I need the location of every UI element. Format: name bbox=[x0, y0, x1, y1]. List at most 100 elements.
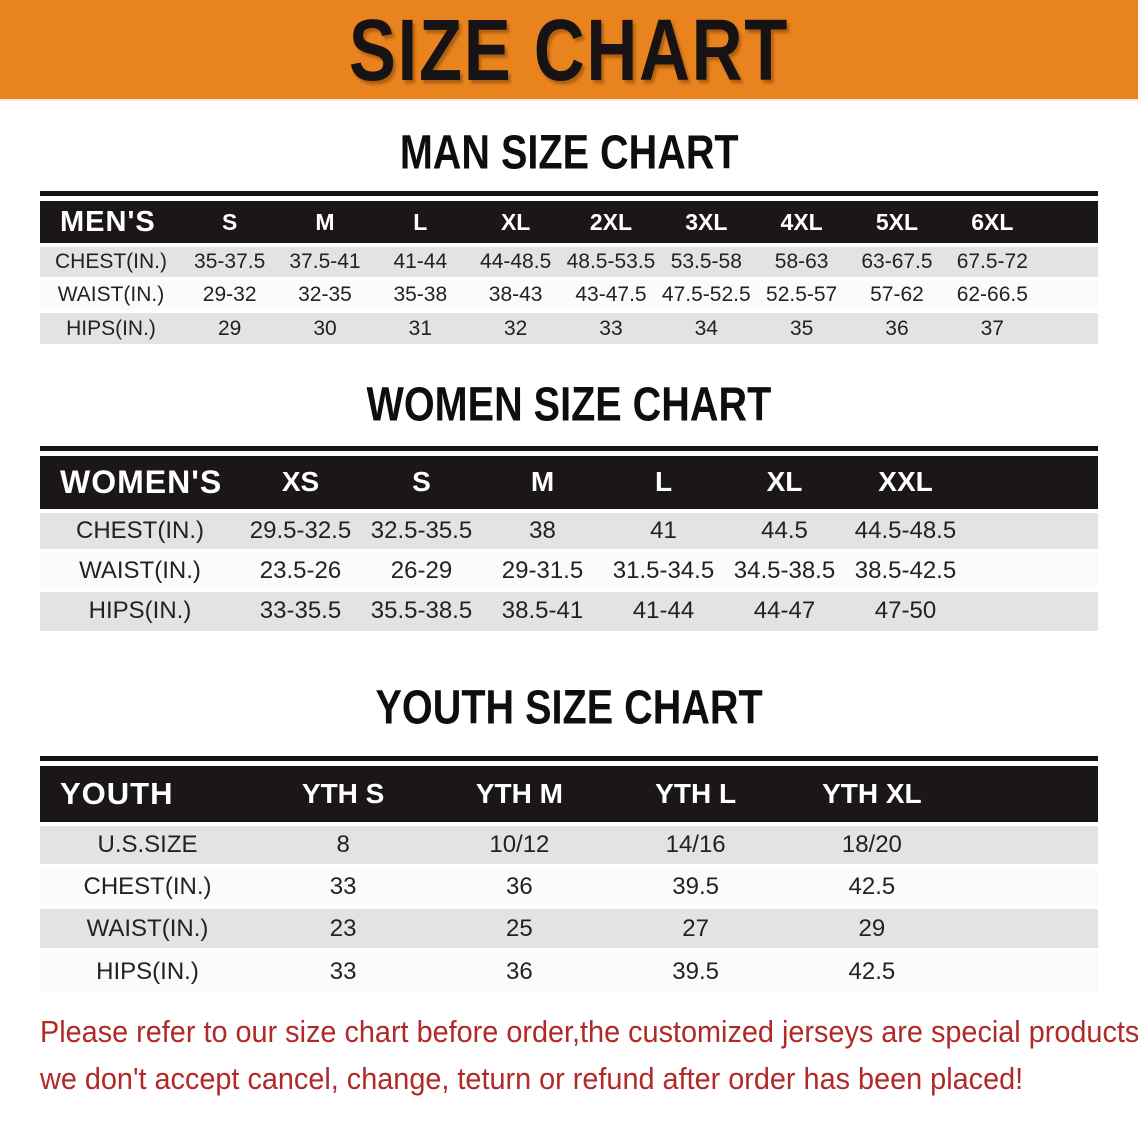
size-value-cell: 38 bbox=[529, 516, 556, 544]
size-value-cell: 18/20 bbox=[841, 831, 902, 859]
size-value-cell: 44.5-48.5 bbox=[854, 516, 957, 544]
size-value-cell: 33 bbox=[329, 957, 357, 985]
men-table-box: MEN'S S M L XL 2XL 3XL 4XL 5XL 6XL CHEST(IN.) 35-37… bbox=[40, 191, 1098, 345]
size-column-header: XL bbox=[467, 201, 564, 246]
size-value-cell: 26-29 bbox=[390, 556, 453, 584]
measurement-row: WAIST(IN.) 23.5-26 26-29 29-31.5 31.5-34.5 34… bbox=[40, 550, 1098, 591]
size-value-cell: 44-48.5 bbox=[480, 250, 552, 274]
row-label: HIPS(IN.) bbox=[66, 316, 156, 340]
size-value-cell: 35.5-38.5 bbox=[370, 597, 473, 625]
spacer-cell bbox=[966, 591, 1098, 631]
size-column-header: YTH M bbox=[431, 765, 608, 824]
size-value-cell: 38.5-42.5 bbox=[854, 556, 957, 584]
spacer-cell bbox=[966, 455, 1098, 511]
size-value-cell: 35-38 bbox=[393, 282, 448, 306]
spacer-cell bbox=[1040, 245, 1098, 278]
measurement-row: WAIST(IN.) 29-32 32-35 35-38 38-43 43-47.5 47.… bbox=[40, 278, 1098, 312]
size-value-cell: 23 bbox=[329, 914, 357, 942]
size-value-cell: 63-67.5 bbox=[861, 250, 933, 274]
size-column-header: 5XL bbox=[849, 201, 945, 246]
size-value-cell: 53.5-58 bbox=[670, 250, 742, 274]
size-value-cell: 27 bbox=[682, 914, 709, 942]
size-value-cell: 25 bbox=[506, 914, 533, 942]
spacer-cell bbox=[1040, 311, 1098, 344]
size-value-cell: 47.5-52.5 bbox=[661, 282, 751, 306]
size-value-cell: 30 bbox=[313, 316, 337, 340]
size-column-header: 4XL bbox=[753, 201, 850, 246]
size-value-cell: 14/16 bbox=[665, 831, 726, 859]
spacer-cell bbox=[1040, 201, 1098, 246]
size-column-header: 6XL bbox=[944, 201, 1040, 246]
section-title-text: WOMEN SIZE CHART bbox=[366, 377, 772, 432]
women-section-title: WOMEN SIZE CHART bbox=[0, 377, 1138, 432]
youth-section-title: YOUTH SIZE CHART bbox=[0, 680, 1138, 734]
women-size-table: WOMEN'S XS S M L XL XXL CHEST(IN.) 29.5-32.5 32.5… bbox=[40, 455, 1098, 631]
size-value-cell: 41-44 bbox=[393, 250, 448, 274]
size-column-header: XXL bbox=[845, 455, 966, 511]
size-value-cell: 37 bbox=[980, 316, 1004, 340]
size-value-cell: 43-47.5 bbox=[575, 282, 647, 306]
spacer-cell bbox=[960, 908, 1098, 950]
size-value-cell: 39.5 bbox=[672, 872, 719, 900]
women-table-box: WOMEN'S XS S M L XL XXL CHEST(IN.) 29.5-32.5 32.5… bbox=[40, 445, 1098, 631]
group-label: YOUTH bbox=[40, 765, 255, 824]
size-value-cell: 29.5-32.5 bbox=[249, 516, 352, 544]
size-value-cell: 38-43 bbox=[488, 282, 543, 306]
measurement-row: CHEST(IN.) 29.5-32.5 32.5-35.5 38 41 44.5 44.5… bbox=[40, 510, 1098, 551]
size-value-cell: 35 bbox=[789, 316, 814, 340]
spacer-cell bbox=[966, 551, 1098, 591]
men-size-table: MEN'S S M L XL 2XL 3XL 4XL 5XL 6XL CHEST(IN.) 35-37… bbox=[40, 201, 1098, 345]
row-label: WAIST(IN.) bbox=[57, 282, 165, 306]
size-column-header: L bbox=[603, 455, 724, 511]
size-value-cell: 29 bbox=[217, 316, 242, 340]
size-value-cell: 33 bbox=[329, 872, 357, 900]
spacer-cell bbox=[960, 866, 1098, 908]
group-label: MEN'S bbox=[40, 201, 182, 246]
row-label: WAIST(IN.) bbox=[79, 556, 201, 584]
group-label: WOMEN'S bbox=[40, 455, 240, 511]
size-value-cell: 32 bbox=[503, 316, 528, 340]
size-value-cell: 67.5-72 bbox=[956, 250, 1028, 274]
banner-title: SIZE CHART bbox=[348, 0, 790, 99]
size-chart-section-men: MAN SIZE CHART MEN'S S M L XL 2XL 3XL 4XL 5XL 6XL C… bbox=[0, 125, 1138, 345]
size-value-cell: 8 bbox=[336, 831, 350, 859]
size-column-header: L bbox=[372, 201, 468, 246]
size-value-cell: 35-37.5 bbox=[194, 250, 266, 274]
measurement-row: HIPS(IN.) 33-35.5 35.5-38.5 38.5-41 41-44 44-… bbox=[40, 590, 1098, 631]
size-value-cell: 39.5 bbox=[672, 957, 719, 985]
size-header-row: MEN'S S M L XL 2XL 3XL 4XL 5XL 6XL bbox=[40, 201, 1098, 246]
size-column-header: 3XL bbox=[658, 201, 754, 246]
size-column-header: XS bbox=[240, 455, 361, 511]
size-value-cell: 29-31.5 bbox=[501, 556, 584, 584]
size-column-header: S bbox=[182, 201, 278, 246]
row-label: CHEST(IN.) bbox=[55, 250, 167, 274]
size-chart-section-youth: YOUTH SIZE CHART YOUTH YTH S YTH M YTH L YTH … bbox=[0, 680, 1138, 992]
spacer-cell bbox=[960, 765, 1098, 824]
size-value-cell: 48.5-53.5 bbox=[566, 250, 656, 274]
size-value-cell: 34.5-38.5 bbox=[733, 556, 836, 584]
size-header-row: WOMEN'S XS S M L XL XXL bbox=[40, 455, 1098, 511]
size-value-cell: 36 bbox=[885, 316, 909, 340]
size-value-cell: 36 bbox=[506, 957, 533, 985]
size-value-cell: 36 bbox=[506, 872, 533, 900]
size-column-header: M bbox=[277, 201, 373, 246]
size-value-cell: 32-35 bbox=[298, 282, 352, 306]
order-disclaimer: Please refer to our size chart before or… bbox=[40, 1008, 1138, 1102]
disclaimer-line-1: Please refer to our size chart before or… bbox=[40, 1013, 1138, 1049]
measurement-row: HIPS(IN.) 33 36 39.5 42.5 bbox=[40, 949, 1098, 992]
table-top-rule bbox=[40, 755, 1098, 761]
spacer-cell bbox=[960, 950, 1098, 992]
size-value-cell: 29-32 bbox=[202, 282, 257, 306]
men-section-title: MAN SIZE CHART bbox=[0, 125, 1138, 180]
section-title-text: MAN SIZE CHART bbox=[399, 125, 739, 180]
size-value-cell: 33 bbox=[599, 316, 623, 340]
youth-table-box: YOUTH YTH S YTH M YTH L YTH XL U.S.SIZE 8 10/12… bbox=[40, 755, 1098, 992]
size-value-cell: 31 bbox=[408, 316, 432, 340]
size-value-cell: 23.5-26 bbox=[259, 556, 342, 584]
size-column-header: YTH XL bbox=[783, 765, 960, 824]
size-value-cell: 32.5-35.5 bbox=[370, 516, 473, 544]
disclaimer-line-2: we don't accept cancel, change, teturn o… bbox=[40, 1060, 1024, 1096]
size-chart-section-women: WOMEN SIZE CHART WOMEN'S XS S M L XL XXL CHEST(I… bbox=[0, 377, 1138, 631]
size-value-cell: 10/12 bbox=[489, 831, 550, 859]
size-column-header: M bbox=[482, 455, 603, 511]
